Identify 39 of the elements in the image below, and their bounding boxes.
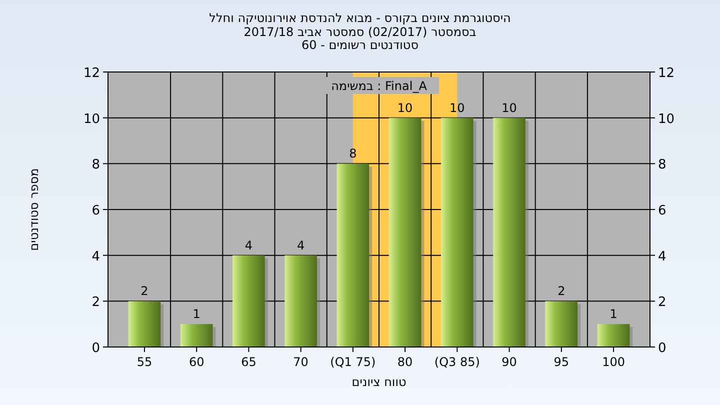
- y2-tick-label: 12: [658, 66, 675, 81]
- y-tick-label: 6: [92, 204, 100, 218]
- y-tick-label: 10: [83, 112, 100, 127]
- y2-tick-label: 0: [658, 341, 666, 356]
- x-tick-label: (Q3 85): [434, 355, 480, 369]
- data-label: 10: [450, 100, 465, 115]
- x-tick-label: 65: [241, 355, 256, 369]
- x-tick-label: 70: [293, 355, 308, 369]
- data-label: 10: [502, 100, 517, 115]
- y2-tick-label: 8: [658, 158, 666, 173]
- y-axis-title: מספר סטודנטים: [27, 168, 41, 251]
- annotation: במשימה : Final_A: [331, 79, 428, 93]
- data-label: 10: [397, 100, 413, 115]
- x-axis-title: טווח ציונים: [352, 375, 406, 389]
- data-label: 4: [244, 238, 253, 252]
- y-tick-label: 8: [92, 158, 100, 173]
- x-tick-label: 55: [136, 355, 152, 369]
- x-tick-label: 95: [554, 355, 570, 369]
- x-tick-label: 60: [188, 355, 204, 369]
- data-label: 2: [140, 284, 148, 298]
- y2-tick-label: 4: [658, 249, 666, 264]
- chart-title: היסטוגרמת ציונים בקורס - מבוא להנדסת אוירונוטיקה וחלל: [209, 11, 511, 25]
- y-tick-label: 12: [83, 66, 100, 81]
- x-tick-label: 80: [397, 355, 413, 369]
- y-tick-label: 2: [92, 295, 100, 310]
- x-tick-label: 90: [502, 355, 517, 369]
- data-label: 2: [558, 284, 566, 298]
- data-label: 4: [297, 238, 305, 252]
- x-tick-label: 100: [602, 355, 625, 369]
- x-tick-label: (Q1 75): [330, 355, 376, 369]
- data-label: 1: [610, 307, 618, 322]
- y-tick-label: 4: [92, 249, 100, 264]
- data-label: 8: [349, 146, 357, 161]
- data-label: 1: [192, 307, 200, 322]
- y2-tick-label: 10: [658, 112, 675, 127]
- y2-tick-label: 6: [658, 204, 666, 218]
- chart-subtitle: בסמסטר (02/2017) סמסטר אביב 2017/18 סטודנטים רשומים - 60: [244, 25, 476, 52]
- y2-tick-label: 2: [658, 295, 666, 310]
- y-tick-label: 0: [92, 341, 100, 356]
